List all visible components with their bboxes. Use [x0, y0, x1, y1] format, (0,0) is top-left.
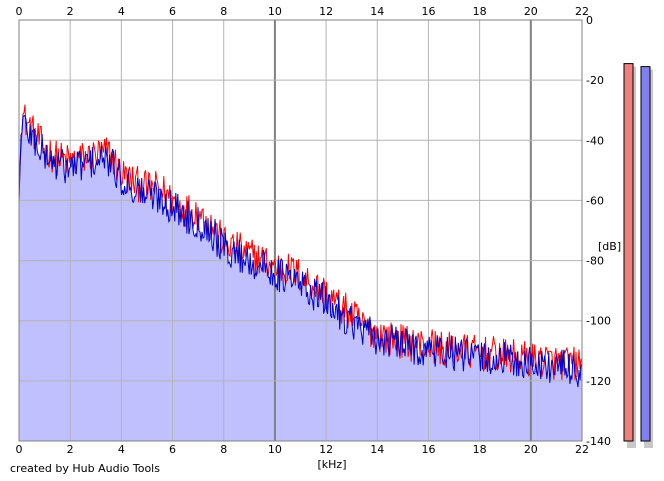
y-tick-label: -20 — [586, 74, 604, 87]
y-tick-label: -100 — [586, 315, 611, 328]
x-tick-label-top: 4 — [118, 5, 125, 18]
x-tick-label-bottom: 12 — [319, 443, 333, 456]
level-meters — [623, 63, 653, 448]
y-tick-label: -80 — [586, 255, 604, 268]
x-tick-label-top: 8 — [220, 5, 227, 18]
x-tick-label-bottom: 8 — [220, 443, 227, 456]
right-level-meter — [640, 66, 651, 442]
grid-layer — [19, 20, 582, 441]
left-level-meter — [623, 63, 634, 442]
right-channel-line — [18, 114, 583, 388]
x-tick-label-bottom: 0 — [16, 443, 23, 456]
y-axis-label: [dB] — [598, 240, 621, 253]
x-tick-label-top: 0 — [16, 5, 23, 18]
series-layer — [18, 104, 583, 388]
x-tick-label-top: 18 — [473, 5, 487, 18]
x-tick-label-bottom: 20 — [524, 443, 538, 456]
x-tick-label-bottom: 6 — [169, 443, 176, 456]
y-tick-label: -120 — [586, 375, 611, 388]
x-tick-label-top: 14 — [370, 5, 384, 18]
credit-text: created by Hub Audio Tools — [10, 462, 160, 475]
x-tick-label-bottom: 2 — [67, 443, 74, 456]
spectrum-fill-area — [19, 115, 582, 442]
y-tick-label: -40 — [586, 134, 604, 147]
y-ticks-right: 0 -20 -40 -60 -80 -100 -120 -140 — [586, 14, 611, 448]
fill-area-layer — [19, 115, 582, 442]
x-axis-label: [kHz] — [318, 458, 347, 471]
x-tick-label-top: 22 — [575, 5, 589, 18]
x-tick-label-bottom: 10 — [268, 443, 282, 456]
x-tick-label-top: 12 — [319, 5, 333, 18]
y-tick-label: -140 — [586, 435, 611, 448]
x-ticks-top: 0 2 4 6 8 10 12 14 16 18 20 22 — [16, 5, 590, 18]
x-tick-label-bottom: 18 — [473, 443, 487, 456]
x-tick-label-top: 10 — [268, 5, 282, 18]
x-tick-label-bottom: 14 — [370, 443, 384, 456]
x-tick-label-bottom: 16 — [421, 443, 435, 456]
x-ticks-bottom: 0 2 4 6 8 10 12 14 16 18 20 22 — [16, 443, 590, 456]
x-tick-label-bottom: 4 — [118, 443, 125, 456]
x-tick-label-top: 6 — [169, 5, 176, 18]
x-tick-label-bottom: 22 — [575, 443, 589, 456]
y-tick-label: -60 — [586, 194, 604, 207]
plot-frame — [18, 19, 583, 442]
x-tick-label-top: 20 — [524, 5, 538, 18]
y-tick-label: 0 — [586, 14, 593, 27]
x-tick-label-top: 16 — [421, 5, 435, 18]
x-tick-label-top: 2 — [67, 5, 74, 18]
